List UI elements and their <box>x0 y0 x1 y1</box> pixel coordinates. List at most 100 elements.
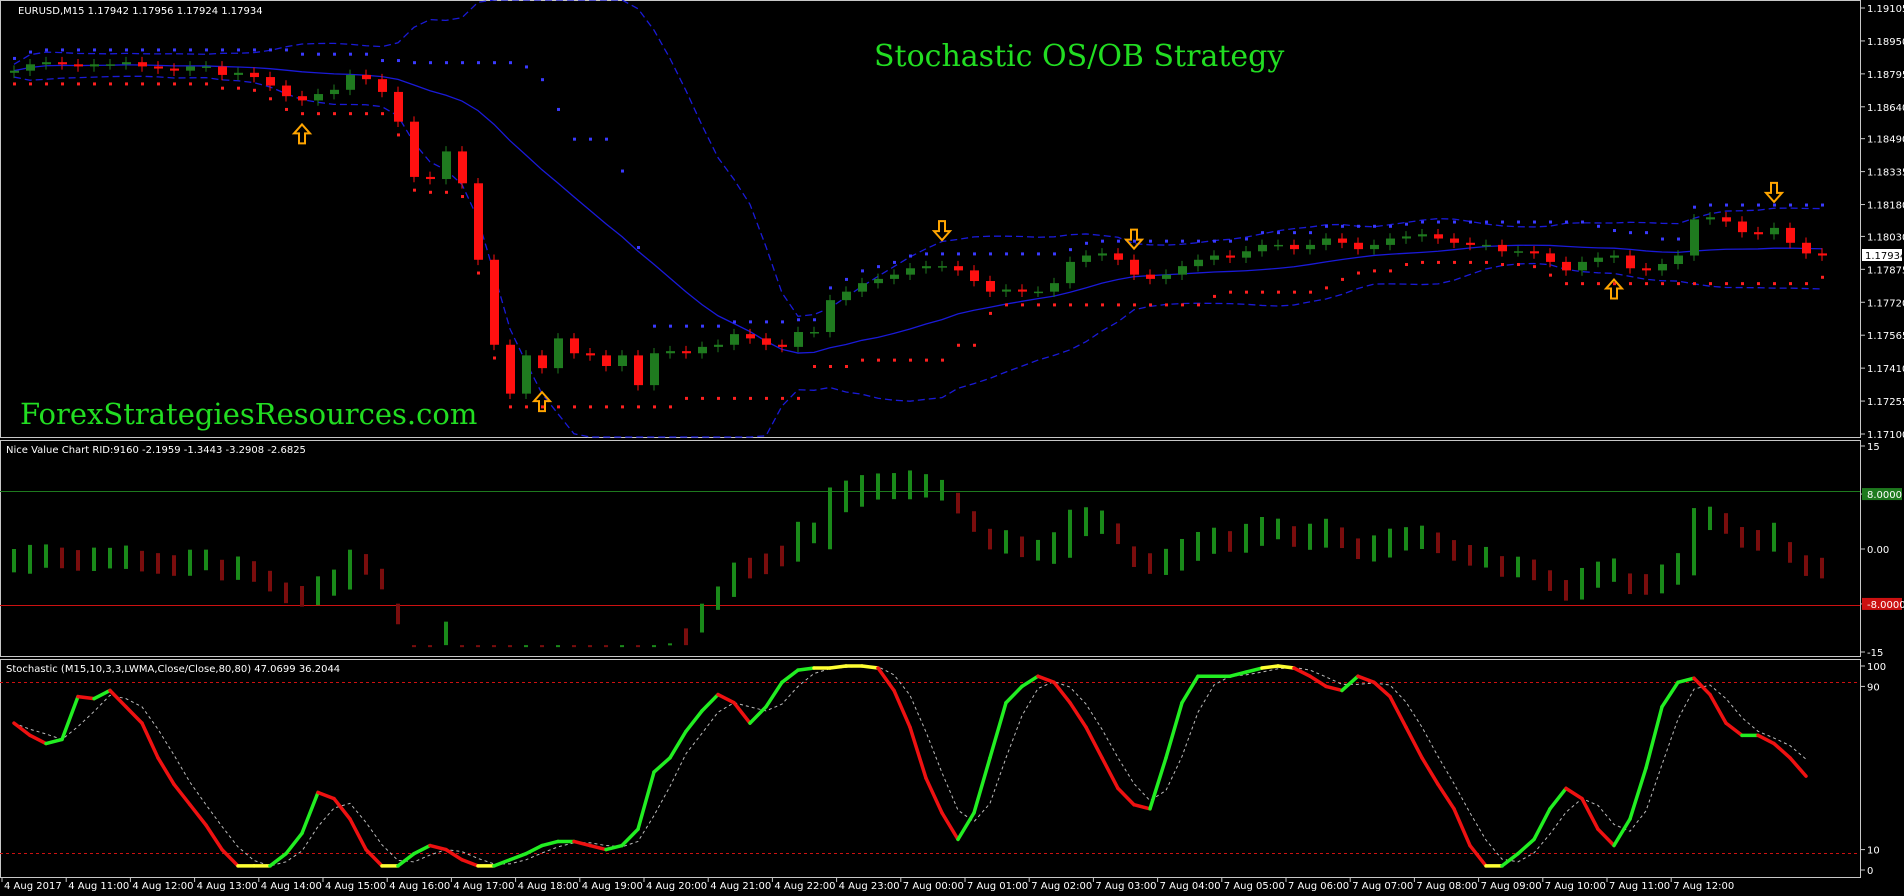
support-dot <box>1629 282 1632 286</box>
support-dot <box>717 396 720 400</box>
signal-arrows <box>291 122 1785 413</box>
stoch-main-segment <box>172 782 192 807</box>
stoch-main-segment <box>748 705 768 725</box>
resistance-dot <box>717 324 720 328</box>
resistance-dot <box>1533 220 1536 224</box>
support-dot <box>1117 303 1120 307</box>
support-dot <box>13 82 16 86</box>
support-dot <box>1501 263 1504 267</box>
stoch-main-segment <box>428 843 448 852</box>
price-tick-label: 1.18795 <box>1867 70 1904 81</box>
resistance-dot <box>1757 203 1760 207</box>
vc-bar <box>380 568 384 590</box>
vc-bar <box>1292 526 1296 547</box>
vc-bar <box>1180 538 1184 571</box>
candle-body <box>26 64 35 71</box>
symbol-line: EURUSD,M15 1.17942 1.17956 1.17924 1.179… <box>18 6 263 17</box>
resistance-dot <box>29 50 32 54</box>
support-dot <box>1149 303 1152 307</box>
resistance-dot <box>333 52 336 56</box>
bollinger-bands <box>13 0 1823 438</box>
support-dot <box>1341 277 1344 281</box>
stoch-main-segment <box>1660 680 1680 709</box>
candle-body <box>970 270 979 282</box>
resistance-dot <box>45 48 48 52</box>
vc-bar <box>828 487 832 550</box>
support-dot <box>1261 290 1264 294</box>
vc-tick-label: 0.00 <box>1867 545 1889 556</box>
support-dot <box>525 405 528 409</box>
candle-body <box>1130 259 1139 275</box>
candle-body <box>1674 255 1683 265</box>
support-dot <box>1789 282 1792 286</box>
lower-band <box>13 75 1823 438</box>
support-dot <box>429 190 432 194</box>
resistance-dot <box>797 318 800 322</box>
vc-bar <box>716 586 720 610</box>
vc-bar <box>1740 527 1744 548</box>
middle-band <box>13 64 1823 354</box>
candle-body <box>906 268 915 275</box>
time-tick-label: 4 Aug 22:00 <box>774 881 835 892</box>
stoch-main-segment <box>700 692 720 713</box>
candle-body <box>346 74 355 90</box>
stoch-main-segment <box>1244 666 1264 674</box>
support-dot <box>1469 260 1472 264</box>
time-tick-label: 4 Aug 18:00 <box>518 881 579 892</box>
time-tick-label: 4 Aug 19:00 <box>582 881 643 892</box>
resistance-dot <box>61 48 64 52</box>
vc-bar <box>812 522 816 544</box>
resistance-dot <box>253 48 256 52</box>
stoch-main-segment <box>1132 802 1152 811</box>
stoch-main-segment <box>620 827 640 848</box>
vc-bar <box>460 645 464 648</box>
time-tick-label: 7 Aug 08:00 <box>1416 881 1477 892</box>
vc-bar <box>444 621 448 646</box>
stoch-main-segment <box>1580 796 1600 831</box>
candle-body <box>218 66 227 75</box>
stoch-main-segment <box>636 770 656 831</box>
support-dot <box>877 358 880 362</box>
stoch-main-segment <box>1100 756 1120 791</box>
resistance-dot <box>1005 252 1008 256</box>
candle-body <box>618 355 627 367</box>
support-dot <box>1101 303 1104 307</box>
candle-body <box>1162 274 1171 279</box>
candle-body <box>842 291 851 301</box>
stoch-main-segment <box>1292 666 1312 678</box>
vc-bar <box>1388 528 1392 558</box>
resistance-dot <box>557 107 560 111</box>
resistance-dot <box>653 324 656 328</box>
support-dot <box>861 358 864 362</box>
support-dot <box>1549 273 1552 277</box>
stoch-main-segment <box>284 831 304 856</box>
resistance-dot <box>1245 237 1248 241</box>
vc-bar <box>1756 530 1760 551</box>
stoch-main-segment <box>1548 786 1568 811</box>
support-dot <box>1325 286 1328 290</box>
candle-body <box>186 66 195 71</box>
time-tick-label: 7 Aug 06:00 <box>1288 881 1349 892</box>
vc-bar <box>1468 545 1472 566</box>
buy-arrow <box>1603 278 1625 300</box>
resistance-dot <box>461 61 464 65</box>
candle-body <box>1802 242 1811 254</box>
stoch-main-segment <box>940 811 960 842</box>
stoch-main-segment <box>908 725 928 780</box>
support-dot <box>989 311 992 315</box>
candle-body <box>1418 234 1427 237</box>
support-dot <box>637 405 640 409</box>
resistance-dot <box>1709 203 1712 207</box>
support-dot <box>237 86 240 90</box>
candle-body <box>1642 268 1651 271</box>
stoch-main-segment <box>1468 843 1488 868</box>
vc-bar <box>972 511 976 532</box>
support-dot <box>909 358 912 362</box>
stoch-main-segment <box>444 847 464 862</box>
resistance-dot <box>781 320 784 324</box>
stoch-main-segment <box>1564 786 1584 801</box>
candle-body <box>650 353 659 386</box>
candle-body <box>954 266 963 271</box>
